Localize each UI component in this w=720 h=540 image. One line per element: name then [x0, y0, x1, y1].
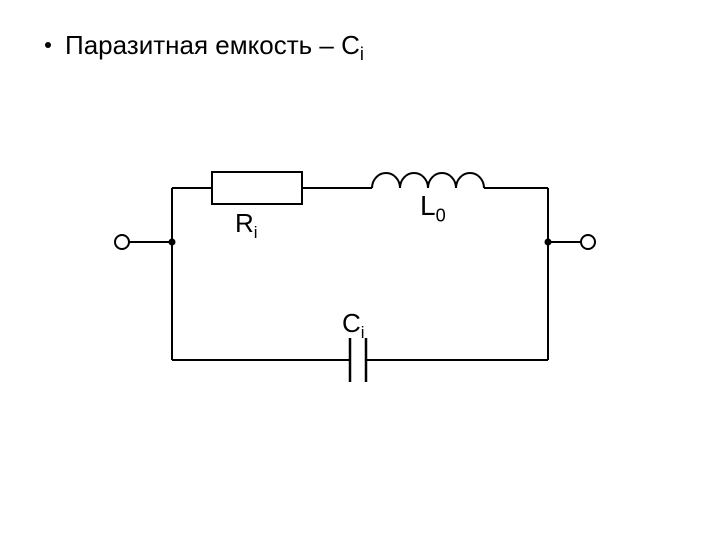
title-text: Паразитная емкость – С — [65, 30, 360, 60]
title-subscript: i — [360, 44, 364, 64]
bullet-icon — [45, 42, 51, 48]
title: Паразитная емкость – Сi — [45, 30, 364, 65]
bg — [110, 160, 600, 390]
inductor-sub: 0 — [436, 206, 446, 226]
capacitor-sub: i — [361, 323, 365, 342]
resistor-label: Ri — [235, 208, 258, 243]
circuit-diagram: Ri L0 Ci — [110, 160, 600, 390]
inductor-label: L0 — [420, 190, 446, 227]
inductor-symbol: L — [420, 190, 436, 221]
capacitor-label: Ci — [342, 308, 365, 343]
circuit-authoritative — [110, 160, 600, 390]
capacitor-symbol: C — [342, 308, 361, 338]
resistor-sub: i — [254, 223, 258, 242]
resistor-symbol: R — [235, 208, 254, 238]
